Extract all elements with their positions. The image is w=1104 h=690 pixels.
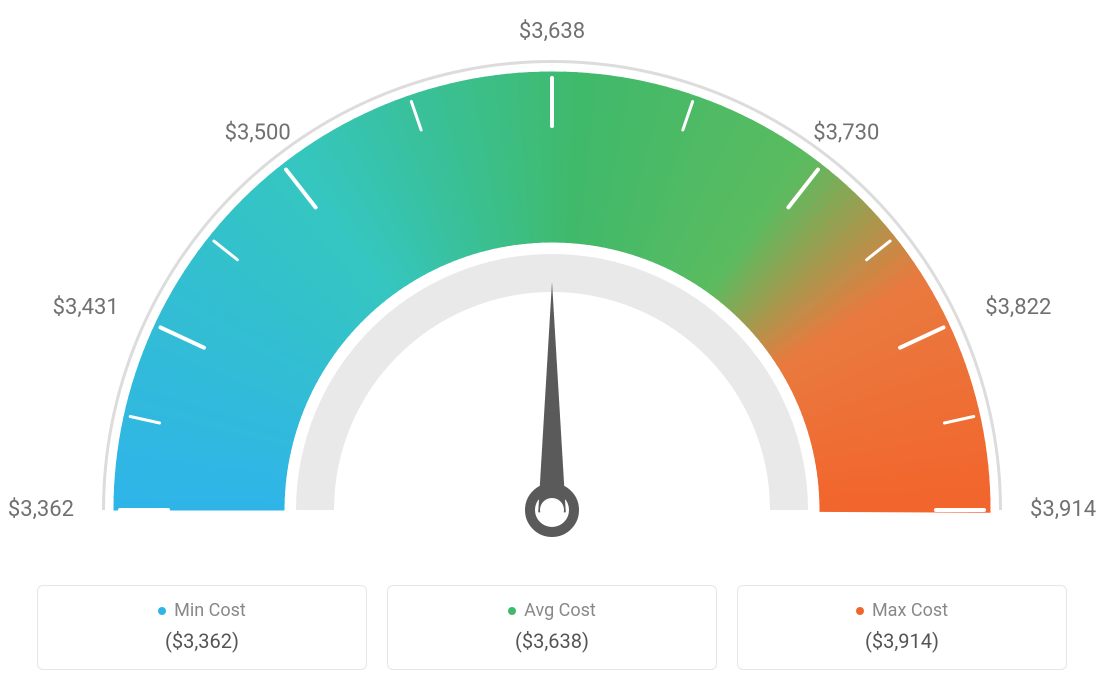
gauge-tick-label: $3,362 <box>8 497 74 522</box>
legend-card-min: Min Cost ($3,362) <box>37 585 367 670</box>
legend-top-min: Min Cost <box>158 600 246 621</box>
legend-dot-avg <box>508 607 516 615</box>
legend-dot-max <box>856 607 864 615</box>
gauge-svg: $3,362 $3,431 $3,500 $3,638 $3,730 $3,822 $3,9… <box>0 0 1104 560</box>
gauge-tick-label: $3,822 <box>985 295 1051 320</box>
legend-card-max: Max Cost ($3,914) <box>737 585 1067 670</box>
legend-value-min: ($3,362) <box>165 629 239 653</box>
legend-top-avg: Avg Cost <box>508 600 596 621</box>
gauge-tick-label: $3,730 <box>813 120 879 145</box>
gauge-needle-hub-inner <box>540 498 564 522</box>
gauge-tick-label: $3,638 <box>519 19 585 44</box>
legend-label-avg: Avg Cost <box>524 600 596 621</box>
gauge-needle <box>538 282 566 512</box>
gauge-tick-label: $3,500 <box>225 120 291 145</box>
legend-dot-min <box>158 607 166 615</box>
gauge-area: $3,362 $3,431 $3,500 $3,638 $3,730 $3,822 $3,9… <box>0 0 1104 560</box>
legend-label-min: Min Cost <box>174 600 246 621</box>
legend-label-max: Max Cost <box>872 600 948 621</box>
cost-gauge-chart: $3,362 $3,431 $3,500 $3,638 $3,730 $3,822 $3,9… <box>0 0 1104 690</box>
legend-value-avg: ($3,638) <box>515 629 589 653</box>
gauge-tick-label: $3,431 <box>53 295 119 320</box>
legend-value-max: ($3,914) <box>865 629 939 653</box>
legend-row: Min Cost ($3,362) Avg Cost ($3,638) Max … <box>0 585 1104 670</box>
gauge-tick-label: $3,914 <box>1030 497 1096 522</box>
legend-card-avg: Avg Cost ($3,638) <box>387 585 717 670</box>
legend-top-max: Max Cost <box>856 600 948 621</box>
